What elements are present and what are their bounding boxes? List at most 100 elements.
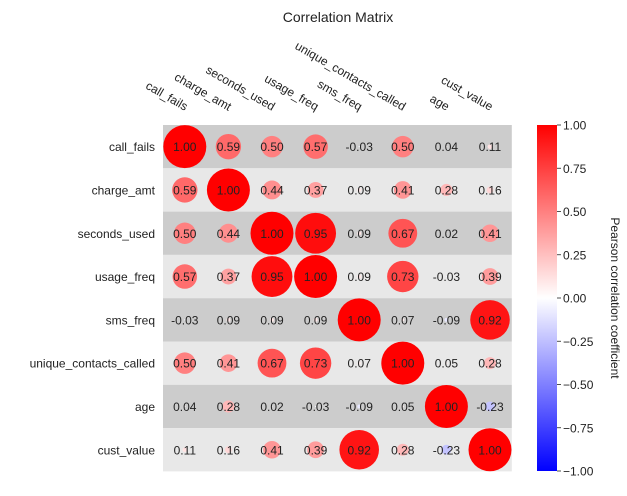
cell-value-label: 1.00 <box>217 183 241 197</box>
colorbar-tick-label: −0.25 <box>563 335 594 349</box>
cell-value-label: 0.44 <box>217 227 241 241</box>
cell-value-label: -0.03 <box>346 140 374 154</box>
row-band <box>163 298 512 342</box>
cell-value-label: 0.50 <box>173 227 197 241</box>
cell-value-label: 0.95 <box>304 227 328 241</box>
cell-value-label: 0.59 <box>217 140 241 154</box>
cell-value-label: -0.03 <box>171 313 199 327</box>
cell-value-label: 1.00 <box>304 270 328 284</box>
cell-marker <box>314 405 317 408</box>
cell-value-label: 0.37 <box>304 183 328 197</box>
cell-value-label: 0.41 <box>260 443 284 457</box>
cell-value-label: 0.09 <box>260 313 284 327</box>
cell-marker <box>251 256 293 297</box>
cell-value-label: 0.02 <box>435 227 459 241</box>
cell-marker <box>401 318 405 322</box>
plot-area: 1.00 0.59 0.50 0.57 -0.03 0.50 0.04 0.11 0.59 1.0… <box>30 39 512 472</box>
cell-marker <box>163 125 207 169</box>
cell-value-label: 0.44 <box>260 183 284 197</box>
cell-value-label: -0.09 <box>433 313 461 327</box>
cell-marker <box>357 188 362 192</box>
cell-marker <box>468 428 512 472</box>
cell-marker <box>440 183 453 196</box>
cell-marker <box>250 211 294 255</box>
cell-value-label: -0.23 <box>476 400 504 414</box>
cell-marker <box>483 357 497 370</box>
cell-value-label: 0.02 <box>260 400 284 414</box>
cell-value-label: 0.28 <box>391 443 415 457</box>
cell-value-label: 0.04 <box>435 140 459 154</box>
cell-value-label: 1.00 <box>173 140 197 154</box>
row-band <box>163 211 512 255</box>
cell-value-label: 0.39 <box>304 443 328 457</box>
y-tick-label: seconds_used <box>78 227 155 241</box>
cell-marker <box>262 180 282 200</box>
cell-value-label: 0.09 <box>348 227 372 241</box>
cell-marker <box>222 400 235 413</box>
cell-value-label: 0.50 <box>173 357 197 371</box>
cell-marker <box>357 274 362 279</box>
cell-value-label: 0.59 <box>173 183 197 197</box>
cell-marker <box>261 135 283 158</box>
cell-value-label: 0.09 <box>217 313 241 327</box>
cell-marker <box>424 384 468 428</box>
cell-marker <box>263 440 281 459</box>
colorbar-tick-label: 0.75 <box>563 162 587 176</box>
cell-value-label: 0.39 <box>478 270 502 284</box>
cell-marker <box>303 134 328 159</box>
cell-marker <box>441 444 452 455</box>
cell-marker <box>339 429 379 470</box>
cell-value-label: -0.03 <box>302 400 330 414</box>
cell-value-label: 0.28 <box>478 357 502 371</box>
row-band <box>163 341 512 385</box>
y-tick-label: charge_amt <box>92 183 156 197</box>
cell-value-label: 0.95 <box>260 270 284 284</box>
y-tick-label: sms_freq <box>106 313 155 327</box>
cell-marker <box>357 404 362 409</box>
cell-marker <box>445 275 448 278</box>
cell-marker <box>396 443 409 456</box>
colorbar-label: Pearson correlation coefficient <box>608 217 622 379</box>
row-band <box>163 428 512 472</box>
cell-marker <box>445 145 448 148</box>
cell-marker <box>271 406 273 407</box>
cell-value-label: 0.28 <box>217 400 241 414</box>
cell-value-label: 0.92 <box>348 443 372 457</box>
cell-value-label: 0.07 <box>348 357 372 371</box>
cell-marker <box>357 231 362 236</box>
cell-marker <box>182 447 188 453</box>
cell-marker <box>358 146 360 148</box>
colorbar-tick-label: −1.00 <box>563 465 594 479</box>
cell-marker <box>172 177 198 203</box>
cell-marker <box>445 362 448 365</box>
cell-marker <box>307 181 324 198</box>
cell-value-label: 0.28 <box>435 183 459 197</box>
cell-value-label: 1.00 <box>260 227 284 241</box>
cell-marker <box>257 348 287 378</box>
cell-value-label: -0.23 <box>433 443 461 457</box>
colorbar-gradient <box>537 125 557 471</box>
cell-marker <box>470 300 510 340</box>
cell-marker <box>206 168 250 212</box>
cell-value-label: 1.00 <box>391 357 415 371</box>
cell-marker <box>220 268 237 285</box>
cell-value-label: 0.11 <box>174 443 197 457</box>
cell-marker <box>393 181 412 199</box>
cell-marker <box>224 446 232 454</box>
cell-marker <box>487 144 493 150</box>
cell-marker <box>172 264 198 289</box>
cell-value-label: 0.41 <box>217 357 241 371</box>
cell-value-label: 0.09 <box>348 270 372 284</box>
cell-marker <box>218 223 238 243</box>
cell-value-label: 0.57 <box>173 270 197 284</box>
cell-marker <box>481 224 499 243</box>
cell-value-label: 0.09 <box>348 183 372 197</box>
cell-marker <box>313 317 318 322</box>
cell-value-label: 0.73 <box>304 357 328 371</box>
colorbar-tick-label: 0.50 <box>563 205 587 219</box>
colorbar-tick-label: 1.00 <box>563 119 587 133</box>
cell-value-label: 0.05 <box>435 357 459 371</box>
cell-value-label: 0.09 <box>304 313 328 327</box>
cell-marker <box>174 352 196 374</box>
